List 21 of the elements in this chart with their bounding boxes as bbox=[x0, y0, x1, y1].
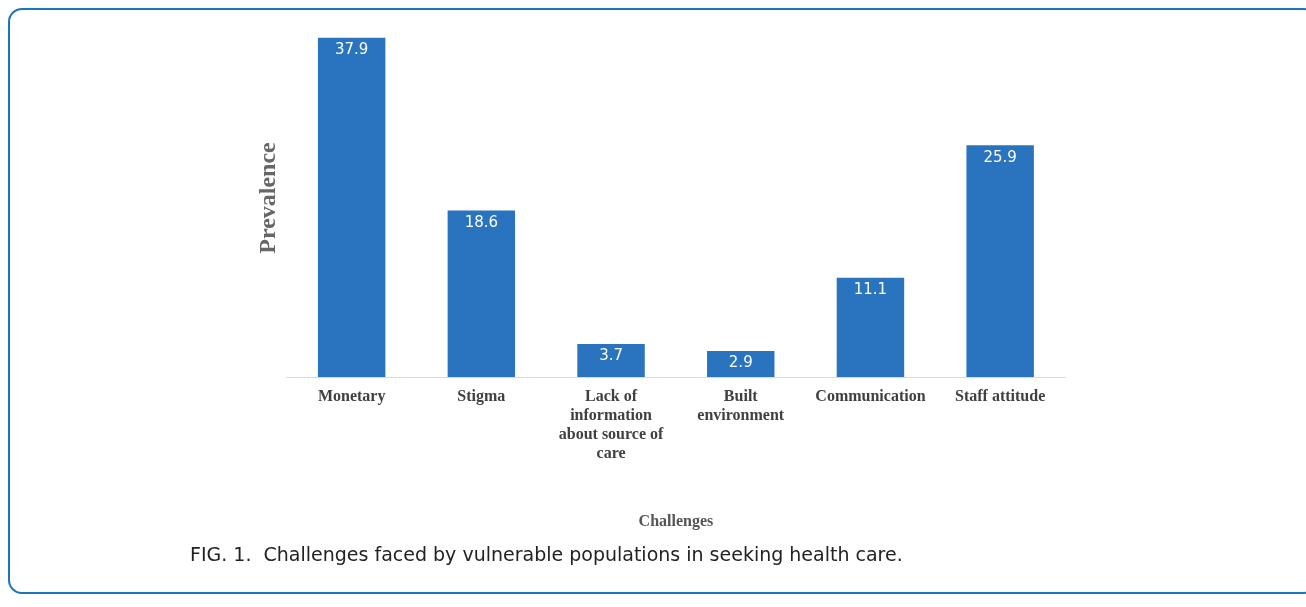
bar bbox=[836, 277, 905, 377]
bar bbox=[447, 210, 516, 377]
x-tick-label: Stigma bbox=[457, 386, 506, 405]
bar bbox=[966, 145, 1034, 377]
y-axis-title: Prevalence bbox=[253, 141, 280, 254]
x-axis-title: Challenges bbox=[638, 511, 714, 530]
data-label: 3.7 bbox=[599, 346, 623, 365]
data-label: 11.1 bbox=[853, 280, 888, 299]
data-label: 18.6 bbox=[464, 212, 499, 231]
bar bbox=[707, 351, 775, 377]
data-label: 37.9 bbox=[334, 40, 369, 59]
x-tick-label: Staff attitude bbox=[955, 386, 1046, 404]
data-label: 2.9 bbox=[728, 353, 753, 372]
x-tick-label: Monetary bbox=[317, 386, 386, 405]
bar bbox=[577, 343, 645, 377]
x-tick-label: Built environment bbox=[697, 386, 785, 423]
data-label: 25.9 bbox=[983, 147, 1017, 166]
x-tick-label: Communication bbox=[815, 386, 926, 404]
x-tick-label: Lack of information about source of care bbox=[558, 386, 665, 462]
bar bbox=[317, 37, 386, 377]
caption: FIG. 1. Challenges faced by vulnerable populations in seeking health care. bbox=[190, 543, 903, 565]
